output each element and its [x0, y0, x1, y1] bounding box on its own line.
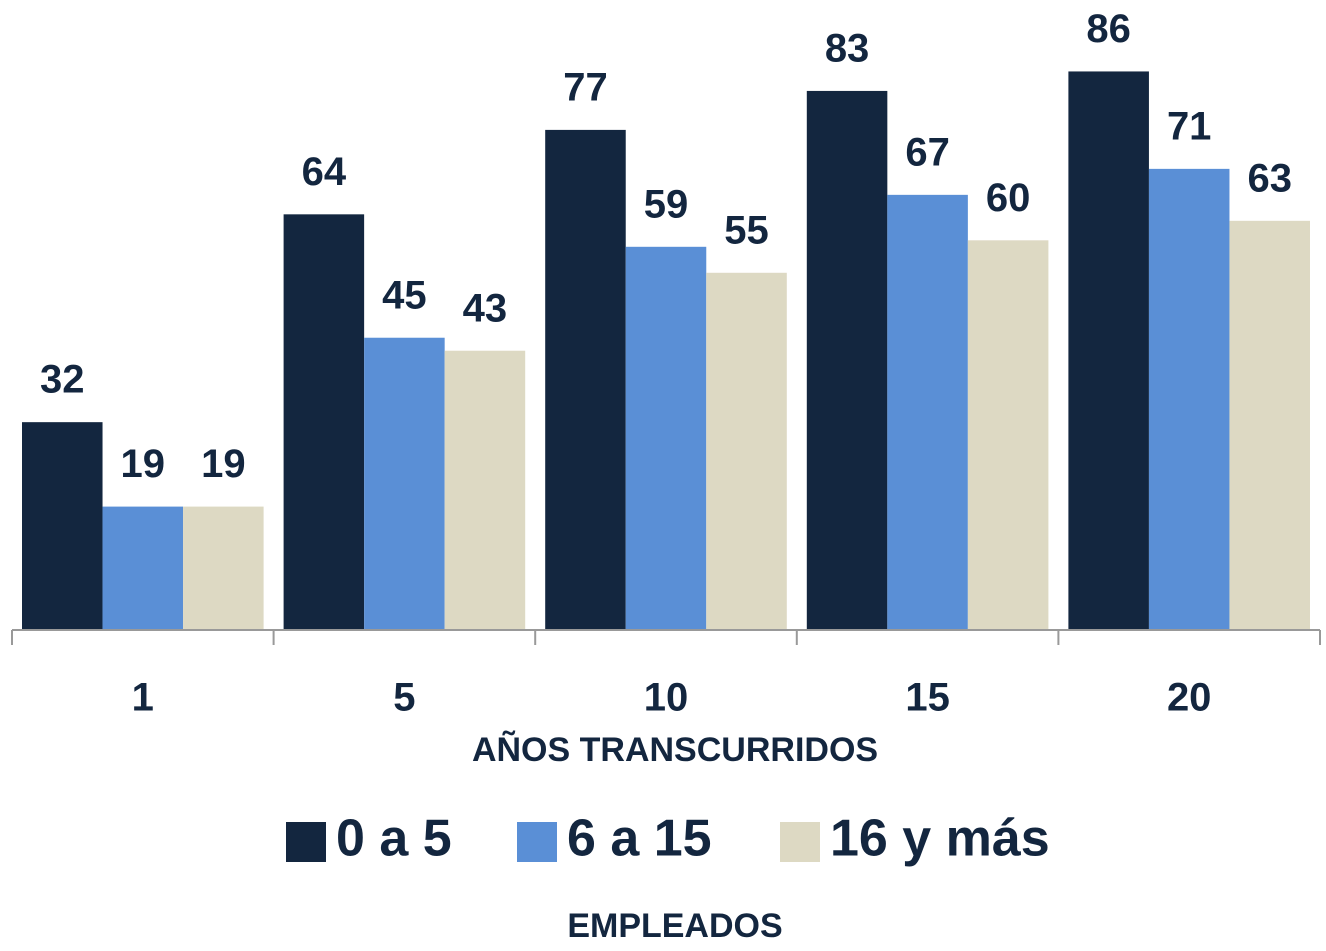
data-label: 55 — [724, 208, 769, 252]
data-label: 60 — [986, 176, 1031, 220]
bar — [183, 506, 264, 630]
bar — [545, 129, 626, 630]
x-tick-label: 1 — [132, 676, 154, 720]
bar — [283, 214, 365, 630]
data-label: 19 — [121, 442, 166, 486]
data-label: 63 — [1247, 156, 1292, 200]
data-label: 64 — [302, 150, 347, 194]
bar — [444, 350, 526, 630]
data-label: 83 — [825, 26, 870, 70]
data-label: 59 — [644, 182, 689, 226]
data-label: 71 — [1167, 104, 1212, 148]
bar — [1068, 71, 1149, 630]
x-axis-title: AÑOS TRANSCURRIDOS — [472, 731, 878, 769]
bar — [806, 90, 888, 630]
legend-label: 0 a 5 — [336, 810, 452, 868]
data-label: 19 — [201, 442, 246, 486]
bar — [1148, 168, 1230, 631]
bar — [364, 337, 445, 630]
bar — [706, 272, 787, 630]
x-tick-label: 5 — [393, 676, 415, 720]
legend-title: EMPLEADOS — [567, 907, 782, 945]
data-label: 86 — [1086, 7, 1131, 51]
data-label: 43 — [463, 286, 508, 330]
bar — [22, 422, 103, 630]
x-tick-label: 15 — [905, 676, 950, 720]
legend-label: 16 y más — [830, 810, 1050, 868]
legend-swatch — [780, 822, 820, 862]
bar — [967, 240, 1049, 631]
legend-label: 6 a 15 — [567, 810, 712, 868]
data-label: 77 — [563, 65, 608, 109]
bar — [1229, 220, 1310, 630]
data-label: 67 — [905, 130, 950, 174]
bar — [102, 506, 184, 630]
legend-swatch — [517, 822, 557, 862]
legend-swatch — [286, 822, 326, 862]
bar — [887, 194, 968, 630]
data-label: 32 — [40, 358, 85, 402]
x-tick-label: 20 — [1167, 676, 1212, 720]
data-label: 45 — [382, 273, 427, 317]
bar — [625, 246, 707, 630]
x-tick-label: 10 — [644, 676, 689, 720]
